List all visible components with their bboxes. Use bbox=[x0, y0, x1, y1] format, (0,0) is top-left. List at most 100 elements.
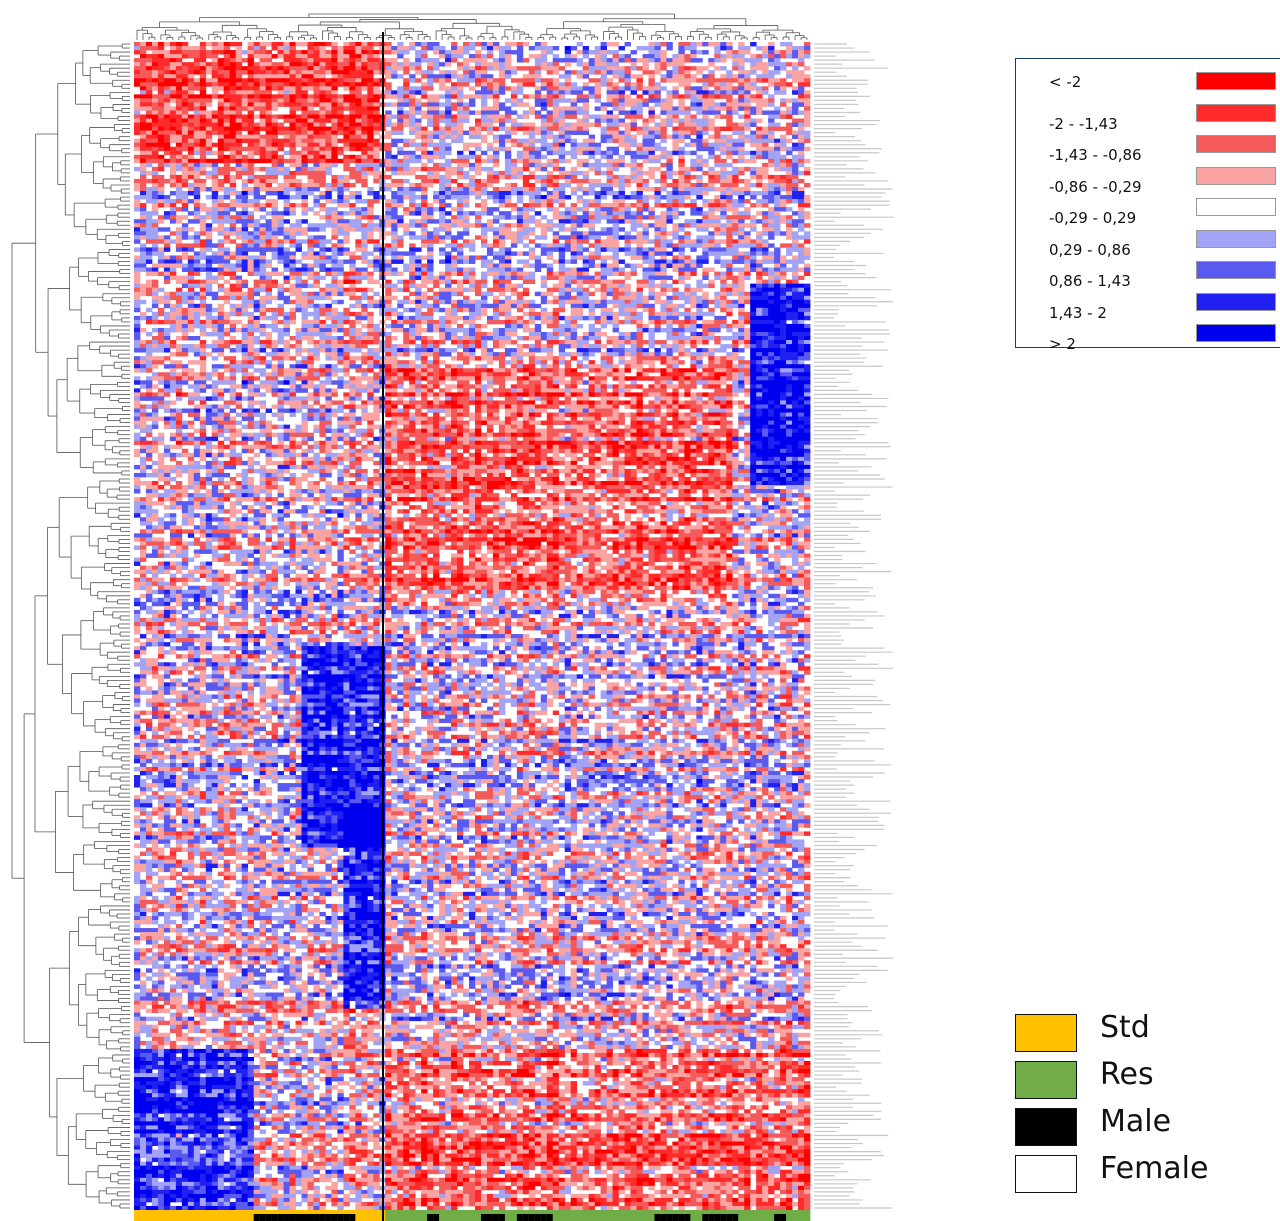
heatmap-cell bbox=[445, 102, 452, 107]
heatmap-cell bbox=[474, 54, 482, 59]
heatmap-cell bbox=[181, 195, 189, 200]
heatmap-cell bbox=[181, 191, 189, 196]
heatmap-cell bbox=[235, 42, 243, 47]
heatmap-cell bbox=[594, 158, 602, 164]
heatmap-cell bbox=[666, 150, 673, 156]
heatmap-cell bbox=[552, 211, 560, 216]
heatmap-cell bbox=[618, 203, 625, 208]
heatmap-cell bbox=[798, 46, 805, 51]
heatmap-cell bbox=[169, 126, 177, 132]
heatmap-cell bbox=[720, 146, 727, 152]
heatmap-cell bbox=[642, 170, 649, 176]
heatmap-cell bbox=[678, 182, 685, 188]
heatmap-cell bbox=[247, 162, 255, 168]
heatmap-cell bbox=[552, 90, 560, 95]
heatmap-cell bbox=[325, 191, 332, 196]
heatmap-cell bbox=[193, 102, 201, 107]
heatmap-cell bbox=[576, 58, 584, 63]
heatmap-cell bbox=[271, 146, 278, 152]
heatmap-cell bbox=[780, 82, 787, 87]
heatmap-cell bbox=[540, 86, 548, 91]
heatmap-cell bbox=[630, 90, 637, 95]
heatmap-cell bbox=[780, 134, 787, 140]
heatmap-cell bbox=[708, 186, 715, 192]
heatmap-cell bbox=[169, 74, 177, 79]
heatmap-cell bbox=[211, 82, 219, 87]
heatmap-cell bbox=[367, 146, 374, 152]
heatmap-cell bbox=[786, 122, 793, 127]
heatmap-cell bbox=[199, 146, 207, 152]
heatmap-cell bbox=[774, 66, 781, 71]
heatmap-cell bbox=[151, 207, 159, 212]
heatmap-cell bbox=[546, 82, 554, 87]
heatmap-cell bbox=[762, 203, 769, 208]
heatmap-cell bbox=[307, 82, 314, 87]
heatmap-cell bbox=[798, 74, 805, 79]
heatmap-cell bbox=[528, 66, 536, 71]
heatmap-cell bbox=[409, 78, 416, 83]
heatmap-cell bbox=[193, 118, 201, 123]
heatmap-cell bbox=[576, 62, 584, 67]
heatmap-cell bbox=[762, 130, 769, 136]
heatmap-cell bbox=[726, 82, 733, 87]
heatmap-cell bbox=[570, 207, 578, 212]
heatmap-cell bbox=[151, 211, 159, 216]
heatmap-cell bbox=[612, 146, 619, 152]
heatmap-cell bbox=[457, 166, 464, 172]
heatmap-cell bbox=[486, 126, 494, 132]
heatmap-cell bbox=[720, 191, 727, 196]
heatmap-cell bbox=[762, 182, 769, 188]
heatmap-cell bbox=[325, 166, 332, 172]
heatmap-cell bbox=[702, 74, 709, 79]
heatmap-cell bbox=[439, 195, 446, 200]
heatmap-cell bbox=[241, 186, 249, 192]
heatmap-cell bbox=[229, 126, 237, 132]
heatmap-cell bbox=[187, 82, 195, 87]
heatmap-cell bbox=[630, 166, 637, 172]
heatmap-cell bbox=[343, 186, 350, 192]
heatmap-cell bbox=[558, 98, 566, 103]
heatmap-cell bbox=[229, 118, 237, 123]
heatmap-cell bbox=[157, 174, 165, 180]
heatmap-cell bbox=[271, 130, 278, 136]
heatmap-cell bbox=[415, 146, 422, 152]
heatmap-cell bbox=[702, 203, 709, 208]
heatmap-cell bbox=[486, 170, 494, 176]
heatmap-cell bbox=[564, 182, 572, 188]
heatmap-cell bbox=[750, 203, 757, 208]
heatmap-cell bbox=[187, 154, 195, 160]
heatmap-cell bbox=[367, 82, 374, 87]
heatmap-cell bbox=[714, 110, 721, 115]
heatmap-cell bbox=[564, 195, 572, 200]
heatmap-cell bbox=[199, 158, 207, 164]
heatmap-cell bbox=[786, 170, 793, 176]
heatmap-cell bbox=[726, 186, 733, 192]
heatmap-cell bbox=[744, 86, 751, 91]
heatmap-cell bbox=[241, 78, 249, 83]
heatmap-cell bbox=[403, 122, 410, 127]
heatmap-cell bbox=[780, 203, 787, 208]
heatmap-cell bbox=[241, 118, 249, 123]
heatmap-cell bbox=[307, 170, 314, 176]
heatmap-cell bbox=[546, 158, 554, 164]
heatmap-cell bbox=[145, 82, 153, 87]
heatmap-cell bbox=[744, 191, 751, 196]
heatmap-cell bbox=[361, 211, 368, 216]
heatmap-cell bbox=[355, 90, 362, 95]
heatmap-cell bbox=[157, 203, 165, 208]
heatmap-cell bbox=[540, 42, 548, 47]
heatmap-cell bbox=[720, 126, 727, 132]
heatmap-cell bbox=[223, 142, 231, 148]
heatmap-cell bbox=[648, 106, 655, 111]
heatmap-cell bbox=[576, 50, 584, 55]
heatmap-cell bbox=[409, 94, 416, 99]
heatmap-cell bbox=[181, 54, 189, 59]
heatmap-cell bbox=[492, 146, 500, 152]
heatmap-cell bbox=[714, 114, 721, 119]
heatmap-cell bbox=[325, 58, 332, 63]
heatmap-cell bbox=[145, 154, 153, 160]
heatmap-cell bbox=[277, 158, 284, 164]
heatmap-cell bbox=[277, 50, 284, 55]
heatmap-cell bbox=[277, 170, 284, 176]
heatmap-cell bbox=[313, 170, 320, 176]
